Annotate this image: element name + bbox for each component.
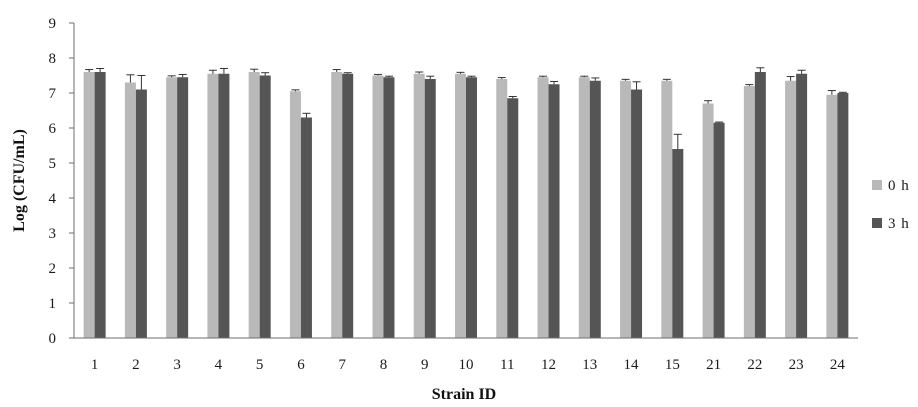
bar-0h-strain-2 [124, 82, 136, 338]
bar-3h-strain-3 [177, 77, 189, 338]
bar-3h-strain-8 [383, 77, 395, 338]
x-tick-label: 2 [132, 357, 140, 373]
x-tick-label: 8 [380, 357, 388, 373]
y-tick-label: 8 [49, 51, 57, 67]
x-tick-label: 23 [789, 357, 804, 373]
y-tick-label: 2 [49, 261, 57, 277]
legend-label-0h: 0 h [888, 178, 910, 194]
bar-3h-strain-12 [548, 84, 560, 338]
bar-0h-strain-22 [743, 86, 755, 338]
bar-3h-strain-10 [466, 77, 477, 338]
bar-3h-strain-21 [713, 122, 725, 338]
bar-3h-strain-24 [837, 93, 849, 338]
bar-0h-strain-9 [413, 73, 425, 338]
x-tick-label: 10 [459, 357, 474, 373]
bar-3h-strain-1 [94, 72, 106, 338]
x-axis-title: Strain ID [432, 386, 496, 403]
x-tick-label: 15 [665, 357, 680, 373]
bar-3h-strain-2 [135, 89, 147, 338]
bar-0h-strain-6 [289, 91, 301, 338]
x-tick-label: 14 [624, 357, 640, 373]
bar-0h-strain-5 [248, 72, 260, 338]
bar-3h-strain-5 [259, 75, 271, 338]
bar-0h-strain-23 [785, 80, 797, 338]
bars-layer [83, 67, 849, 338]
bar-3h-strain-15 [672, 149, 684, 338]
bar-0h-strain-15 [661, 80, 673, 338]
x-tick-label: 11 [500, 357, 514, 373]
bar-3h-strain-9 [424, 79, 436, 338]
y-tick-label: 0 [49, 331, 57, 347]
legend-swatch-3h [872, 218, 882, 228]
x-tick-label: 22 [747, 357, 762, 373]
x-tick-label: 3 [173, 357, 181, 373]
y-tick-label: 7 [49, 86, 57, 102]
bar-3h-strain-7 [342, 73, 354, 338]
x-tick-label: 13 [582, 357, 597, 373]
bar-3h-strain-6 [300, 117, 312, 338]
bar-3h-strain-11 [507, 98, 519, 338]
y-tick-label: 4 [49, 191, 57, 207]
bar-0h-strain-7 [331, 72, 343, 338]
bar-0h-strain-10 [455, 73, 466, 338]
x-tick-label: 5 [256, 357, 264, 373]
legend: 0 h 3 h [872, 178, 910, 232]
y-tick-label: 3 [49, 226, 57, 242]
bar-0h-strain-8 [372, 75, 384, 338]
bar-0h-strain-24 [826, 94, 838, 338]
legend-swatch-0h [872, 180, 882, 190]
legend-label-3h: 3 h [888, 216, 910, 232]
bar-3h-strain-13 [589, 80, 601, 338]
y-tick-label: 5 [49, 156, 57, 172]
x-tick-label: 12 [541, 357, 556, 373]
x-tick-label: 4 [215, 357, 223, 373]
y-axis-title: Log (CFU/mL) [11, 129, 28, 232]
bar-0h-strain-4 [207, 73, 219, 338]
x-tick-label: 6 [297, 357, 305, 373]
bar-0h-strain-13 [578, 77, 590, 338]
x-tick-label: 21 [706, 357, 721, 373]
bar-3h-strain-14 [631, 89, 643, 338]
bar-0h-strain-12 [537, 77, 549, 338]
bar-0h-strain-21 [702, 103, 714, 338]
bar-3h-strain-23 [796, 73, 808, 338]
bar-0h-strain-1 [83, 72, 95, 338]
y-axis-ticks: 0 1 2 3 4 5 6 7 8 9 [49, 16, 74, 347]
bar-0h-strain-14 [620, 80, 632, 338]
x-tick-label: 9 [421, 357, 429, 373]
bar-3h-strain-4 [218, 73, 230, 338]
bar-0h-strain-3 [166, 77, 178, 338]
x-tick-label: 7 [338, 357, 346, 373]
x-tick-label: 24 [830, 357, 846, 373]
y-tick-label: 1 [49, 296, 57, 312]
y-tick-label: 6 [49, 121, 57, 137]
x-axis-ticks: 1 2 3 4 5 6 7 8 9 10 11 12 13 14 15 21 22 23 24 [91, 357, 845, 373]
bar-0h-strain-11 [496, 79, 508, 338]
x-tick-label: 1 [91, 357, 99, 373]
y-tick-label: 9 [49, 16, 57, 32]
bar-3h-strain-22 [754, 72, 766, 338]
